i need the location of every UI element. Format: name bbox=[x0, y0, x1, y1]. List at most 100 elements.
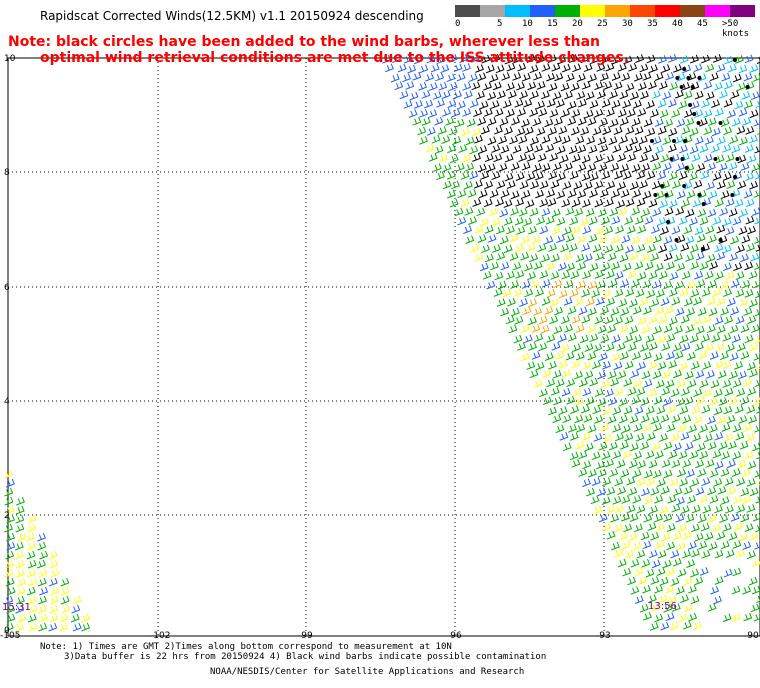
wind-barb bbox=[650, 531, 660, 541]
wind-barb bbox=[678, 216, 688, 226]
wind-barb bbox=[726, 459, 736, 469]
wind-barb bbox=[623, 378, 633, 387]
wind-barb bbox=[578, 306, 588, 316]
wind-barb bbox=[693, 296, 702, 306]
lat-label: 2 bbox=[4, 511, 10, 521]
wind-barb bbox=[717, 415, 727, 424]
wind-barb bbox=[675, 206, 685, 216]
wind-barb bbox=[497, 280, 507, 290]
wind-barb bbox=[742, 495, 752, 504]
wind-barb bbox=[442, 163, 452, 173]
wind-barb bbox=[441, 135, 451, 144]
wind-barb bbox=[734, 198, 744, 208]
credit-line: NOAA/NESDIS/Center for Satellite Applica… bbox=[210, 667, 525, 677]
wind-barb bbox=[682, 620, 692, 630]
wind-barb bbox=[657, 99, 667, 109]
legend-swatch bbox=[555, 5, 580, 17]
wind-barb bbox=[504, 153, 514, 163]
wind-barb bbox=[679, 334, 689, 344]
wind-barb bbox=[481, 244, 490, 254]
wind-barb bbox=[617, 206, 627, 216]
wind-barb bbox=[439, 153, 448, 163]
wind-barb bbox=[486, 280, 496, 290]
wind-barb bbox=[533, 379, 543, 388]
wind-barb bbox=[591, 451, 601, 461]
wind-barb bbox=[638, 135, 648, 145]
wind-barb bbox=[598, 513, 608, 523]
wind-barb bbox=[4, 487, 14, 497]
wind-barb bbox=[610, 514, 620, 523]
wind-barb bbox=[550, 387, 560, 396]
wind-barb bbox=[617, 181, 627, 191]
lon-label: -99 bbox=[298, 631, 313, 641]
wind-barb bbox=[689, 217, 698, 226]
wind-barb bbox=[700, 170, 710, 180]
wind-barb bbox=[709, 397, 718, 406]
wind-barb bbox=[650, 109, 659, 118]
wind-barb bbox=[716, 325, 726, 334]
legend-label: >50 knots bbox=[722, 19, 750, 39]
wind-barb bbox=[662, 162, 672, 172]
wind-barb bbox=[713, 478, 723, 487]
wind-barb bbox=[625, 244, 634, 254]
wind-barb bbox=[694, 342, 704, 351]
wind-barb bbox=[570, 270, 580, 280]
wind-barb bbox=[577, 116, 587, 126]
wind-barb bbox=[547, 197, 557, 207]
wind-barb bbox=[607, 252, 617, 262]
wind-barb bbox=[4, 622, 14, 632]
wind-barb bbox=[574, 297, 584, 306]
wind-barb bbox=[728, 161, 738, 171]
wind-barb bbox=[632, 189, 642, 198]
wind-barb bbox=[738, 226, 748, 235]
wind-barb bbox=[681, 126, 691, 135]
wind-barb bbox=[688, 612, 698, 622]
wind-barb bbox=[521, 324, 530, 333]
wind-barb bbox=[747, 154, 757, 164]
wind-barb bbox=[637, 82, 647, 91]
wind-barb bbox=[731, 468, 741, 477]
wind-barb bbox=[560, 243, 570, 253]
wind-barb bbox=[641, 325, 650, 334]
wind-barb bbox=[582, 225, 592, 235]
wind-barb bbox=[434, 116, 444, 126]
wind-barb bbox=[636, 170, 646, 180]
wind-barb bbox=[743, 377, 752, 387]
wind-barb bbox=[699, 424, 708, 433]
wind-barb bbox=[645, 405, 655, 415]
wind-barb bbox=[628, 298, 638, 308]
wind-barb bbox=[741, 279, 751, 289]
wind-barb bbox=[548, 82, 558, 92]
wind-barb bbox=[676, 496, 685, 506]
wind-barb bbox=[524, 126, 534, 136]
wind-barb bbox=[525, 199, 535, 209]
wind-barb bbox=[539, 180, 549, 190]
wind-barb bbox=[526, 54, 536, 63]
wind-barb bbox=[566, 378, 576, 387]
wind-barb bbox=[731, 585, 741, 595]
wind-barb bbox=[606, 108, 615, 117]
wind-barb bbox=[472, 153, 481, 162]
wind-barb bbox=[570, 405, 580, 414]
wind-barb bbox=[483, 81, 492, 91]
wind-barb bbox=[16, 586, 26, 596]
wind-barb bbox=[661, 459, 671, 468]
wind-barb bbox=[696, 395, 706, 405]
wind-barb bbox=[563, 226, 572, 236]
wind-barb bbox=[648, 270, 658, 280]
wind-barb bbox=[601, 216, 610, 225]
wind-barb bbox=[670, 577, 680, 587]
wind-barb bbox=[611, 72, 621, 81]
wind-barb bbox=[453, 90, 462, 100]
wind-barb bbox=[675, 307, 685, 316]
wind-barb bbox=[646, 171, 656, 180]
wind-barb bbox=[644, 235, 654, 245]
wind-barb bbox=[6, 613, 16, 623]
wind-barb bbox=[672, 442, 682, 452]
wind-barb bbox=[513, 288, 523, 298]
wind-barb bbox=[457, 216, 467, 226]
wind-barb bbox=[614, 288, 624, 298]
wind-barb bbox=[535, 361, 545, 371]
wind-barb bbox=[683, 297, 693, 307]
wind-barb bbox=[656, 405, 666, 415]
